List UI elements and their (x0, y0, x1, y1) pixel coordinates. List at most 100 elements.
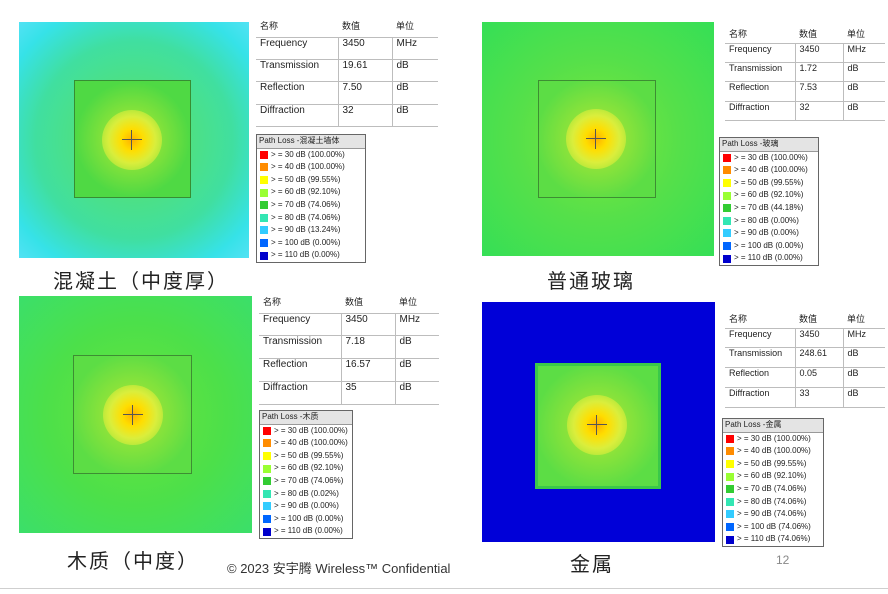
param-table-glass: 名称 数值 单位 Frequency 3450 MHz Transmission 1.… (725, 27, 885, 122)
legend-row: > = 80 dB (0.00%) (720, 215, 818, 228)
legend-row: > = 90 dB (0.00%) (720, 227, 818, 240)
legend-swatch (726, 535, 734, 544)
legend-row: > = 40 dB (100.00%) (723, 445, 823, 458)
legend-swatch (260, 188, 268, 197)
header-unit: 单位 (843, 27, 885, 44)
legend-label: > = 50 dB (99.55%) (734, 177, 804, 187)
legend-label: > = 50 dB (99.55%) (271, 174, 341, 184)
legend-row: > = 80 dB (74.06%) (723, 496, 823, 509)
param-table-concrete: 名称 数值 单位 Frequency 3450 MHz Transmission 19… (256, 19, 438, 128)
legend-label: > = 40 dB (100.00%) (274, 438, 348, 448)
legend-swatch (723, 216, 731, 225)
legend-row: > = 60 dB (92.10%) (723, 470, 823, 483)
caption-wood: 木质（中度） (67, 549, 199, 573)
legend-row: > = 90 dB (74.06%) (723, 508, 823, 521)
coverage-map-wood (19, 296, 252, 533)
legend-row: > = 100 dB (0.00%) (720, 240, 818, 253)
param-table-wood: 名称 数值 单位 Frequency 3450 MHz Transmission 7.… (259, 295, 439, 405)
legend-row: > = 60 dB (92.10%) (257, 186, 365, 199)
row-value: 16.57 (340, 358, 395, 383)
legend-swatch (726, 447, 734, 456)
legend-title: Path Loss -混凝土墙体 (257, 135, 365, 149)
legend-label: > = 60 dB (92.10%) (271, 187, 341, 197)
legend-row: > = 110 dB (0.00%) (720, 252, 818, 265)
transmitter-icon (122, 130, 142, 150)
row-name: Frequency (725, 43, 795, 63)
legend-swatch (723, 166, 731, 175)
legend-row: > = 80 dB (0.02%) (260, 488, 352, 501)
row-name: Diffraction (725, 387, 795, 408)
legend-row: > = 60 dB (92.10%) (720, 189, 818, 202)
path-loss-legend-metal: Path Loss -金属 > = 30 dB (100.00%) > = 40 … (722, 418, 824, 547)
legend-row: > = 110 dB (0.00%) (260, 525, 352, 538)
header-name: 名称 (259, 295, 341, 314)
transmitter-icon (586, 129, 606, 149)
row-unit: dB (394, 358, 439, 383)
legend-swatch (263, 527, 271, 536)
row-value: 32 (794, 101, 843, 122)
row-unit: dB (394, 335, 439, 360)
legend-label: > = 100 dB (74.06%) (737, 521, 811, 531)
legend-swatch (723, 229, 731, 238)
legend-row: > = 40 dB (100.00%) (260, 437, 352, 450)
transmitter-icon (123, 405, 143, 425)
header-name: 名称 (725, 27, 795, 44)
row-name: Diffraction (259, 381, 341, 405)
legend-row: > = 70 dB (74.06%) (257, 199, 365, 212)
legend-swatch (260, 251, 268, 260)
legend-swatch (263, 464, 271, 473)
legend-label: > = 60 dB (92.10%) (274, 463, 344, 473)
legend-swatch (260, 176, 268, 185)
legend-label: > = 60 dB (92.10%) (734, 190, 804, 200)
row-unit: MHz (394, 313, 439, 337)
legend-title: Path Loss -木质 (260, 411, 352, 425)
row-name: Transmission (725, 62, 795, 83)
legend-label: > = 90 dB (74.06%) (737, 509, 807, 519)
param-table-metal: 名称 数值 单位 Frequency 3450 MHz Transmission 24… (725, 312, 885, 408)
legend-label: > = 110 dB (0.00%) (271, 250, 340, 260)
row-name: Reflection (259, 358, 341, 383)
row-unit: dB (842, 81, 885, 102)
legend-row: > = 110 dB (74.06%) (723, 533, 823, 546)
legend-swatch (263, 439, 271, 448)
legend-label: > = 70 dB (74.06%) (737, 483, 807, 493)
legend-label: > = 110 dB (0.00%) (734, 253, 803, 263)
footer-divider (0, 588, 888, 589)
legend-swatch (726, 510, 734, 519)
row-value: 7.18 (340, 335, 395, 360)
legend-title: Path Loss -金属 (723, 419, 823, 433)
row-name: Frequency (256, 37, 338, 60)
legend-swatch (263, 426, 271, 435)
header-value: 数值 (341, 295, 395, 314)
legend-label: > = 80 dB (0.02%) (274, 488, 339, 498)
footer-copyright: © 2023 安宇腾 Wireless™ Confidential (227, 561, 451, 576)
row-unit: MHz (391, 37, 438, 60)
legend-label: > = 30 dB (100.00%) (734, 152, 808, 162)
legend-label: > = 40 dB (100.00%) (271, 162, 345, 172)
legend-label: > = 60 dB (92.10%) (737, 471, 807, 481)
legend-swatch (726, 485, 734, 494)
row-value: 3450 (340, 313, 395, 337)
row-name: Diffraction (725, 101, 795, 122)
legend-swatch (726, 472, 734, 481)
legend-row: > = 60 dB (92.10%) (260, 462, 352, 475)
legend-swatch (723, 179, 731, 188)
row-name: Frequency (259, 313, 341, 337)
legend-row: > = 30 dB (100.00%) (260, 425, 352, 438)
legend-swatch (263, 515, 271, 524)
legend-row: > = 50 dB (99.55%) (260, 450, 352, 463)
legend-label: > = 70 dB (74.06%) (271, 199, 341, 209)
legend-label: > = 30 dB (100.00%) (737, 433, 811, 443)
signal-hotspot (566, 109, 626, 169)
legend-swatch (263, 489, 271, 498)
coverage-map-glass (482, 22, 714, 256)
header-name: 名称 (725, 312, 795, 329)
legend-label: > = 50 dB (99.55%) (274, 450, 344, 460)
legend-row: > = 50 dB (99.55%) (257, 174, 365, 187)
page-number: 12 (776, 553, 790, 567)
row-name: Frequency (725, 328, 795, 349)
coverage-map-metal (482, 302, 715, 542)
header-unit: 单位 (843, 312, 885, 329)
legend-label: > = 50 dB (99.55%) (737, 458, 807, 468)
row-value: 7.53 (794, 81, 843, 102)
